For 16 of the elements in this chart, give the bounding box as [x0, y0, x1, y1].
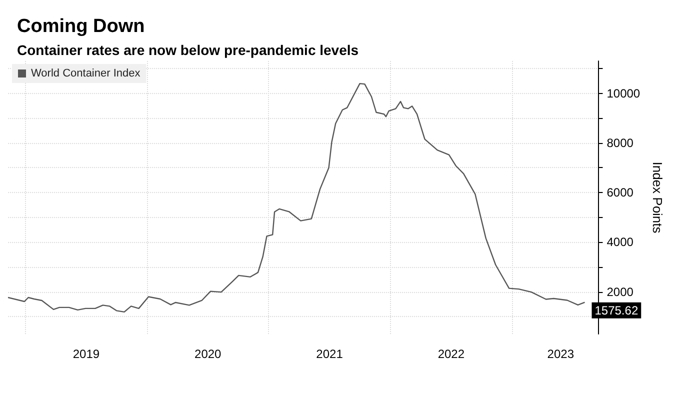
y-tick-label: 4000 — [606, 235, 634, 250]
x-tick-label: 2021 — [316, 347, 344, 361]
y-axis-title: Index Points — [650, 162, 665, 234]
chart-subtitle: Container rates are now below pre-pandemic levels — [17, 42, 359, 58]
y-tick-label: 10000 — [606, 86, 640, 100]
y-tick-label: 2000 — [606, 284, 634, 299]
x-tick-label: 2022 — [438, 347, 465, 361]
chart-title: Coming Down — [17, 16, 145, 37]
line-series — [8, 82, 586, 313]
data-label: 1575.62 — [594, 303, 638, 318]
legend-label: World Container Index — [31, 68, 141, 80]
y-tick-label: 8000 — [606, 136, 634, 150]
x-tick-label: 2019 — [72, 347, 100, 361]
y-tick-label: 6000 — [606, 186, 634, 200]
x-tick-label: 2020 — [194, 347, 222, 361]
x-tick-label: 2023 — [547, 347, 574, 361]
